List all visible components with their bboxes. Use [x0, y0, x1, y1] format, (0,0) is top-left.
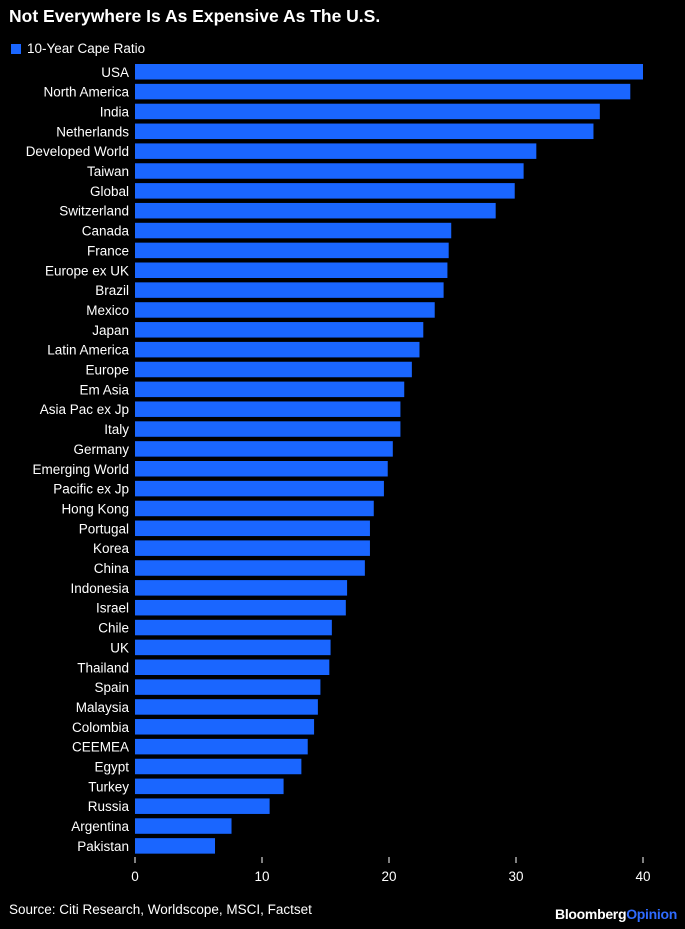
bar-developed-world [135, 143, 537, 159]
x-tick-label: 0 [131, 869, 139, 884]
bar-france [135, 242, 449, 259]
category-label: Malaysia [76, 700, 130, 715]
x-tick-label: 20 [381, 869, 396, 884]
bar-brazil [135, 282, 444, 298]
category-label: China [94, 561, 130, 576]
bar-emerging-world [135, 461, 388, 477]
category-label: Developed World [26, 144, 129, 159]
category-label: USA [101, 65, 129, 80]
category-label: Netherlands [56, 124, 129, 139]
category-label: Chile [98, 621, 129, 636]
bar-em-asia [135, 381, 405, 398]
category-label: France [87, 243, 129, 258]
category-label: Argentina [71, 819, 129, 834]
category-label: North America [43, 85, 129, 100]
category-label: Global [90, 184, 129, 199]
bar-thailand [135, 659, 330, 675]
category-label: Colombia [72, 720, 130, 735]
category-label: Emerging World [32, 462, 129, 477]
bar-argentina [135, 818, 232, 834]
category-label: Egypt [94, 760, 129, 775]
bar-china [135, 560, 365, 576]
bar-pakistan [135, 838, 216, 854]
bar-usa [135, 64, 643, 80]
x-tick-label: 30 [508, 869, 523, 884]
bar-germany [135, 441, 393, 457]
category-label: India [100, 104, 130, 119]
category-label: CEEMEA [72, 740, 129, 755]
bar-indonesia [135, 580, 348, 596]
category-label: Hong Kong [61, 501, 129, 516]
bar-europe [135, 361, 412, 378]
category-label: UK [110, 640, 129, 655]
bar-israel [135, 599, 346, 616]
bar-spain [135, 679, 321, 695]
category-label: Israel [96, 601, 129, 616]
category-label: Latin America [47, 343, 129, 358]
x-tick-label: 40 [635, 869, 650, 884]
category-label: Mexico [86, 303, 129, 318]
bar-korea [135, 540, 370, 556]
chart-title: Not Everywhere Is As Expensive As The U.… [9, 6, 381, 26]
bar-portugal [135, 520, 370, 537]
category-label: Thailand [77, 660, 129, 675]
category-label: Russia [88, 799, 130, 814]
chart-legend: 10-Year Cape Ratio [11, 41, 145, 56]
legend-label: 10-Year Cape Ratio [27, 41, 146, 56]
bar-north-america [135, 83, 631, 100]
bar-mexico [135, 302, 435, 318]
bar-hong-kong [135, 500, 374, 517]
bar-switzerland [135, 202, 496, 219]
bar-egypt [135, 758, 302, 775]
category-label: Canada [82, 224, 130, 239]
category-label: Japan [92, 323, 129, 338]
brand-secondary: Opinion [626, 906, 677, 922]
legend-swatch [11, 43, 21, 54]
bar-india [135, 103, 600, 120]
bar-uk [135, 639, 331, 656]
category-label: Korea [93, 541, 130, 556]
category-label: Em Asia [79, 382, 129, 397]
brand-primary: Bloomberg [555, 906, 627, 922]
bar-colombia [135, 719, 315, 735]
bar-latin-america [135, 341, 420, 358]
bar-netherlands [135, 123, 594, 140]
category-label: Asia Pac ex Jp [40, 402, 129, 417]
bar-chile [135, 619, 332, 636]
category-label: Germany [73, 442, 129, 457]
category-label: Pacific ex Jp [53, 482, 129, 497]
brand-logo: BloombergOpinion [555, 906, 677, 922]
bar-europe-ex-uk [135, 262, 448, 278]
bar-italy [135, 421, 401, 437]
bar-pacific-ex-jp [135, 480, 384, 497]
category-label: Turkey [88, 779, 129, 794]
bar-global [135, 183, 515, 199]
bar-asia-pac-ex-jp [135, 401, 401, 417]
bar-japan [135, 322, 424, 338]
category-label: Taiwan [87, 164, 129, 179]
category-label: Indonesia [70, 581, 129, 596]
bar-ceemea [135, 738, 308, 755]
category-label: Spain [94, 680, 129, 695]
category-label: Italy [104, 422, 129, 437]
bar-canada [135, 222, 452, 239]
bar-turkey [135, 778, 284, 795]
bar-taiwan [135, 163, 524, 179]
category-label: Pakistan [77, 839, 129, 854]
x-tick-label: 10 [254, 869, 269, 884]
bar-malaysia [135, 699, 318, 715]
category-label: Portugal [79, 521, 129, 536]
category-label: Europe [85, 363, 129, 378]
category-label: Europe ex UK [45, 263, 129, 278]
bar-russia [135, 798, 270, 814]
category-label: Brazil [95, 283, 129, 298]
source-note: Source: Citi Research, Worldscope, MSCI,… [9, 902, 312, 917]
category-label: Switzerland [59, 204, 129, 219]
